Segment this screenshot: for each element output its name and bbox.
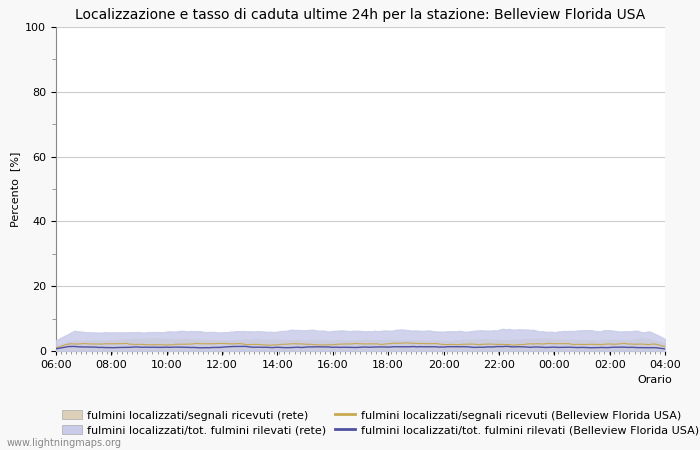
Title: Localizzazione e tasso di caduta ultime 24h per la stazione: Belleview Florida U: Localizzazione e tasso di caduta ultime … [76, 8, 645, 22]
Y-axis label: Percento  [%]: Percento [%] [10, 151, 20, 227]
Text: Orario: Orario [637, 375, 672, 385]
Legend: fulmini localizzati/segnali ricevuti (rete), fulmini localizzati/tot. fulmini ri: fulmini localizzati/segnali ricevuti (re… [62, 410, 699, 436]
Text: www.lightningmaps.org: www.lightningmaps.org [7, 438, 122, 448]
